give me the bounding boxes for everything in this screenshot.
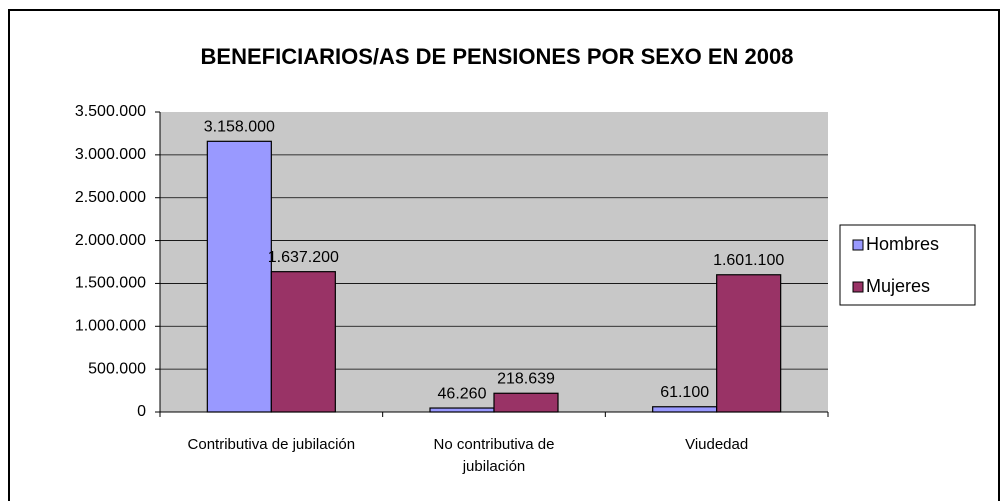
chart-title: BENEFICIARIOS/AS DE PENSIONES POR SEXO E…	[201, 44, 794, 69]
value-label: 218.639	[497, 370, 555, 387]
legend-label: Mujeres	[866, 276, 930, 296]
y-tick-label: 1.500.000	[75, 275, 146, 292]
legend-label: Hombres	[866, 234, 939, 254]
value-label: 1.637.200	[268, 249, 339, 266]
y-tick-label: 0	[137, 403, 146, 420]
y-tick-label: 2.500.000	[75, 189, 146, 206]
bar	[652, 406, 718, 413]
bar	[429, 407, 495, 413]
legend-swatch	[852, 281, 864, 293]
y-tick-label: 500.000	[88, 360, 146, 377]
value-label: 3.158.000	[204, 119, 275, 136]
y-tick-label: 3.000.000	[75, 146, 146, 163]
bar	[206, 140, 272, 413]
value-label: 61.100	[660, 384, 709, 401]
y-tick-label: 1.000.000	[75, 318, 146, 335]
y-tick-label: 2.000.000	[75, 232, 146, 249]
x-tick-label: No contributiva de jubilación	[433, 436, 555, 475]
bar	[493, 392, 559, 413]
value-label: 1.601.100	[713, 252, 784, 269]
bar	[270, 271, 336, 413]
legend-swatch	[852, 239, 864, 251]
y-tick-label: 3.500.000	[75, 103, 146, 120]
x-tick-label: Contributiva de jubilación	[187, 436, 356, 453]
legend-box	[839, 224, 976, 306]
bar	[716, 274, 782, 413]
value-label: 46.260	[438, 385, 487, 402]
x-tick-label: Viudedad	[685, 436, 749, 453]
